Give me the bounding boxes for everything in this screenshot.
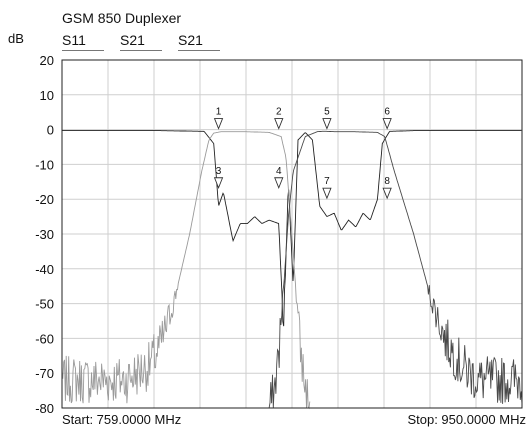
y-tick-label: -10: [35, 157, 54, 172]
marker-label: 1: [216, 107, 222, 118]
y-tick-label: -50: [35, 297, 54, 312]
legend-underline-s11: [62, 50, 104, 51]
y-tick-label: 10: [40, 88, 54, 103]
legend-s21-a: S21: [120, 32, 145, 48]
y-tick-label: -20: [35, 192, 54, 207]
marker-label: 2: [276, 107, 282, 118]
y-axis-ticks: 20 10 0 -10 -20 -30 -40 -50 -60 -70 -80: [35, 53, 54, 416]
y-tick-label: 0: [47, 123, 54, 138]
y-tick-label: -60: [35, 331, 54, 346]
y-tick-label: -30: [35, 227, 54, 242]
marker-triangle: [322, 187, 332, 200]
series-line-s21-1: [61, 131, 311, 410]
marker-triangle: [382, 118, 392, 130]
legend-s21-b: S21: [178, 32, 203, 48]
y-tick-label: -80: [35, 401, 54, 416]
chart-title: GSM 850 Duplexer: [62, 10, 182, 26]
marker-triangle: [382, 187, 392, 200]
marker-triangle: [274, 177, 284, 189]
legend-underline-s21-b: [178, 50, 220, 51]
marker-triangle: [213, 118, 224, 130]
series-line-s11-0: [62, 130, 522, 327]
marker-triangle: [322, 118, 332, 130]
y-axis-unit: dB: [8, 31, 24, 46]
chart-markers: 1 2 5 6 3 4 7 8: [213, 107, 392, 200]
marker-label: 6: [384, 107, 390, 118]
marker-label: 7: [324, 176, 330, 187]
y-tick-label: -40: [35, 262, 54, 277]
marker-label: 5: [324, 107, 330, 118]
y-tick-label: 20: [40, 53, 54, 68]
y-tick-label: -70: [35, 366, 54, 381]
marker-triangle: [213, 177, 224, 189]
legend-underline-s21-a: [120, 50, 162, 51]
marker-triangle: [274, 118, 284, 130]
start-frequency-label: Start: 759.0000 MHz: [62, 412, 182, 427]
chart-series: [61, 130, 523, 410]
marker-label: 8: [384, 176, 390, 187]
marker-label: 4: [276, 166, 282, 177]
stop-frequency-label: Stop: 950.0000 MHz: [407, 412, 526, 427]
marker-label: 3: [216, 166, 222, 177]
legend-s11: S11: [62, 32, 86, 48]
series-line-s21-2: [268, 130, 523, 409]
plot-frame: [61, 59, 523, 409]
